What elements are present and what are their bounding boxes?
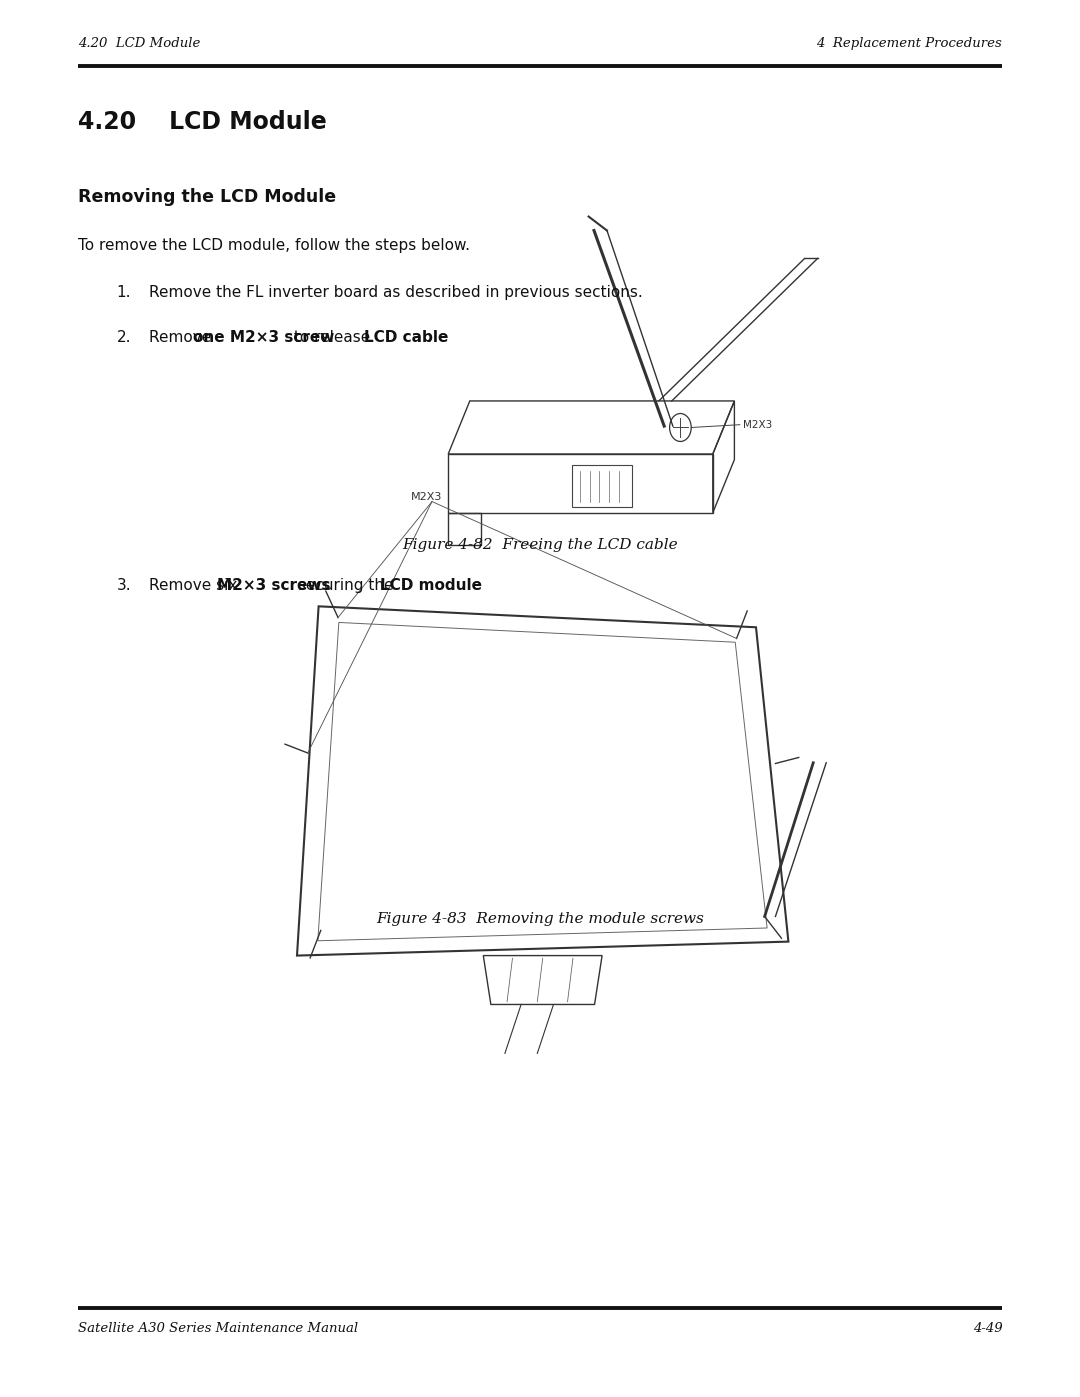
Text: 1.: 1.: [117, 285, 131, 300]
Text: M2×3 screws: M2×3 screws: [217, 578, 330, 592]
Bar: [572, 465, 632, 507]
Text: one M2×3 screw: one M2×3 screw: [192, 330, 334, 345]
Text: Remove: Remove: [149, 330, 216, 345]
Text: To remove the LCD module, follow the steps below.: To remove the LCD module, follow the ste…: [78, 237, 470, 253]
Text: Removing the LCD Module: Removing the LCD Module: [78, 189, 336, 205]
Text: .: .: [426, 330, 431, 345]
Text: Satellite A30 Series Maintenance Manual: Satellite A30 Series Maintenance Manual: [78, 1322, 357, 1336]
Text: Remove the FL inverter board as described in previous sections.: Remove the FL inverter board as describe…: [149, 285, 643, 300]
Text: Figure 4-82  Freeing the LCD cable: Figure 4-82 Freeing the LCD cable: [402, 538, 678, 552]
Text: M2X3: M2X3: [410, 492, 442, 502]
Text: .: .: [449, 578, 455, 592]
Text: 4.20  LCD Module: 4.20 LCD Module: [78, 36, 200, 50]
Text: 4-49: 4-49: [973, 1322, 1002, 1336]
Text: LCD module: LCD module: [380, 578, 483, 592]
Text: Figure 4-83  Removing the module screws: Figure 4-83 Removing the module screws: [376, 912, 704, 926]
Text: to release: to release: [289, 330, 376, 345]
Text: M2X3: M2X3: [743, 419, 772, 430]
Text: 3.: 3.: [117, 578, 132, 592]
Text: Remove six: Remove six: [149, 578, 242, 592]
Text: 4  Replacement Procedures: 4 Replacement Procedures: [816, 36, 1002, 50]
Text: 2.: 2.: [117, 330, 131, 345]
Text: 4.20    LCD Module: 4.20 LCD Module: [78, 110, 326, 134]
Text: securing the: securing the: [294, 578, 399, 592]
Text: LCD cable: LCD cable: [364, 330, 448, 345]
